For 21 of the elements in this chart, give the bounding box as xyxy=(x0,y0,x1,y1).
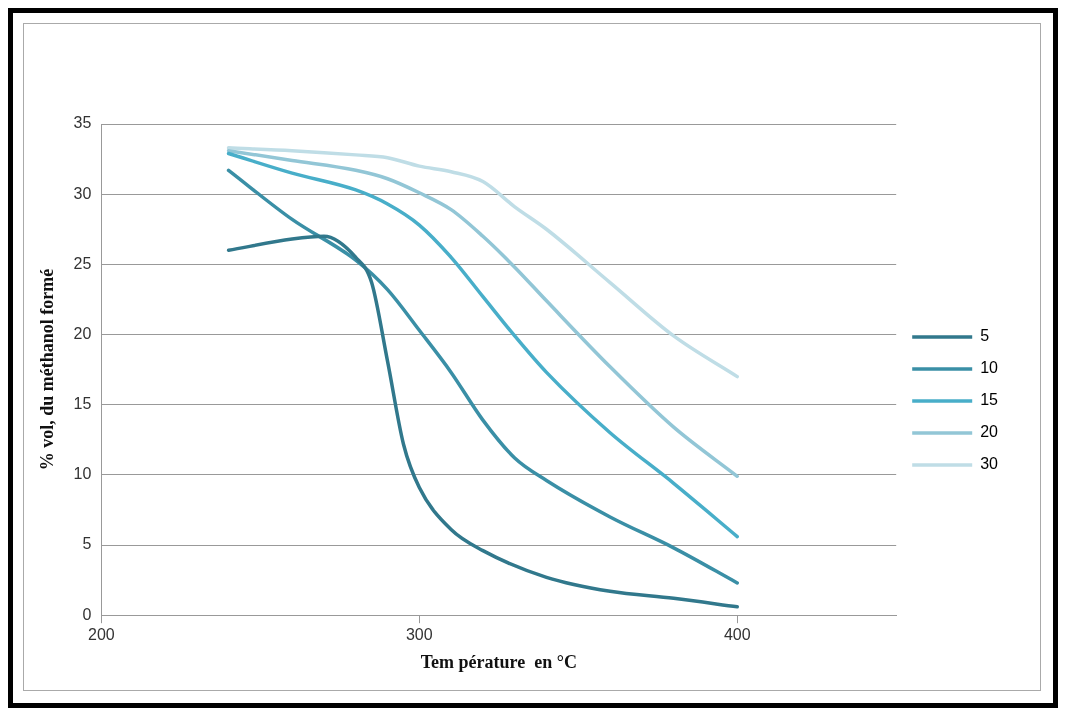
line-series xyxy=(226,146,739,379)
x-tick-label: 200 xyxy=(88,626,115,644)
y-tick-label: 5 xyxy=(82,535,92,553)
legend-label: 15 xyxy=(980,391,999,409)
y-tick-label: 20 xyxy=(73,324,92,342)
legend-label: 5 xyxy=(980,327,990,345)
y-tick-label: 0 xyxy=(82,605,92,623)
y-tick-label: 25 xyxy=(73,254,92,272)
y-tick-label: 30 xyxy=(73,184,92,202)
x-tick-label: 400 xyxy=(723,626,751,644)
y-tick-label: 35 xyxy=(73,114,92,132)
legend-label: 30 xyxy=(980,455,999,473)
y-tick-label: 15 xyxy=(73,395,92,413)
legend-label: 10 xyxy=(980,359,999,377)
x-tick-label: 300 xyxy=(405,626,433,644)
x-axis-title: Tem pérature en °C xyxy=(420,651,577,672)
legend-label: 20 xyxy=(980,423,999,441)
line-series xyxy=(226,234,739,609)
y-tick-label: 10 xyxy=(73,465,92,483)
y-axis-title: % vol, du méthanol formé xyxy=(37,268,58,471)
line-series xyxy=(226,148,739,479)
